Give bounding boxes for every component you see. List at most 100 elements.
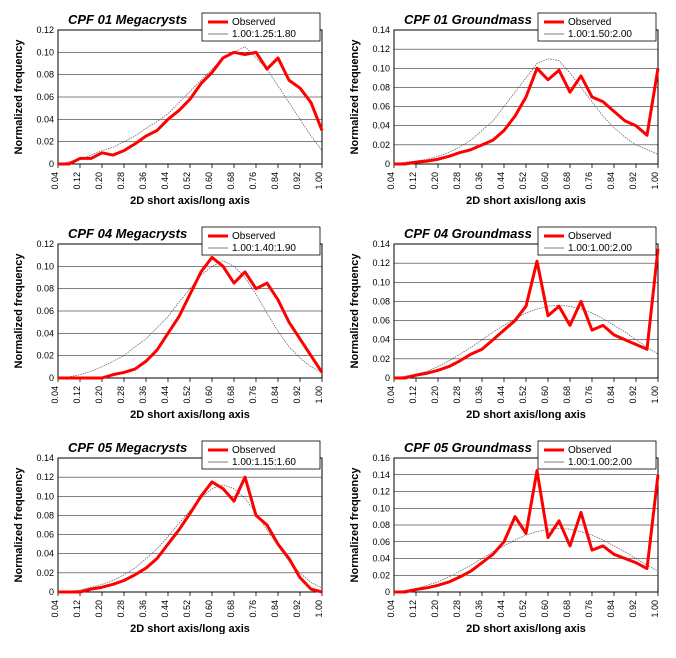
y-tick-label: 0.12 <box>36 25 54 35</box>
x-tick-label: 0.60 <box>204 386 214 404</box>
y-tick-label: 0.02 <box>372 354 390 364</box>
x-tick-label: 0.60 <box>204 172 214 190</box>
y-tick-label: 0.08 <box>372 82 390 92</box>
legend-model-label: 1.00:1.15:1.60 <box>232 457 296 468</box>
x-tick-label: 0.36 <box>474 600 484 618</box>
x-tick-label: 0.28 <box>116 386 126 404</box>
legend-model-label: 1.00:1.25:1.80 <box>232 29 296 40</box>
y-tick-label: 0.14 <box>36 453 54 463</box>
x-tick-label: 0.60 <box>540 172 550 190</box>
x-tick-label: 0.12 <box>72 600 82 618</box>
panel: 00.020.040.060.080.100.120.140.040.120.2… <box>346 10 666 206</box>
x-tick-label: 0.28 <box>452 386 462 404</box>
x-axis-label: 2D short axis/long axis <box>466 409 586 420</box>
x-tick-label: 0.04 <box>50 386 60 404</box>
x-tick-label: 0.84 <box>270 600 280 618</box>
y-tick-label: 0 <box>385 159 390 169</box>
model-line <box>58 261 322 378</box>
y-axis-label: Normalized frequency <box>13 253 25 369</box>
x-tick-label: 0.76 <box>248 172 258 190</box>
chart-panel: 00.020.040.060.080.100.120.140.160.040.1… <box>346 438 666 634</box>
x-tick-label: 0.04 <box>50 172 60 190</box>
x-axis-label: 2D short axis/long axis <box>130 195 250 206</box>
x-tick-label: 0.36 <box>474 172 484 190</box>
chart-grid: 0 0.02 0.04 0.06 0.08 0.10 0.12 0.04 0.12 0.20 0.2… <box>10 10 666 634</box>
y-tick-label: 0.02 <box>36 351 54 361</box>
y-tick-label: 0.02 <box>36 137 54 147</box>
x-tick-label: 0.52 <box>182 172 192 190</box>
y-tick-label: 0.12 <box>372 44 390 54</box>
observed-line <box>394 68 658 164</box>
observed-line <box>58 52 322 164</box>
x-tick-label: 0.68 <box>226 600 236 618</box>
legend-observed-label: Observed <box>568 17 611 28</box>
observed-line <box>394 471 658 592</box>
y-tick-label: 0.10 <box>36 47 54 57</box>
x-tick-label: 1.00 <box>314 600 324 618</box>
y-tick-label: 0.06 <box>372 102 390 112</box>
x-tick-label: 0.60 <box>204 600 214 618</box>
panel: 00.020.040.060.080.100.120.140.160.040.1… <box>346 438 666 634</box>
x-tick-label: 0.44 <box>496 386 506 404</box>
x-tick-label: 0.36 <box>138 386 148 404</box>
y-tick-label: 0.04 <box>372 554 390 564</box>
y-axis-label: Normalized frequency <box>349 253 361 369</box>
x-tick-label: 0.68 <box>226 172 236 190</box>
x-tick-label: 0.20 <box>430 386 440 404</box>
y-tick-label: 0.08 <box>36 70 54 80</box>
y-tick-label: 0 <box>49 587 54 597</box>
x-tick-label: 1.00 <box>314 386 324 404</box>
y-tick-label: 0.02 <box>372 140 390 150</box>
legend-model-label: 1.00:1.00:2.00 <box>568 243 632 254</box>
y-tick-label: 0.06 <box>372 537 390 547</box>
x-tick-label: 0.84 <box>606 600 616 618</box>
panel: 00.020.040.060.080.100.120.140.040.120.2… <box>10 438 330 634</box>
x-tick-label: 0.84 <box>270 386 280 404</box>
x-tick-label: 0.20 <box>94 172 104 190</box>
legend-observed-label: Observed <box>232 445 275 456</box>
model-line <box>394 305 658 378</box>
x-tick-label: 0.76 <box>584 600 594 618</box>
model-line <box>58 485 322 592</box>
legend-model-label: 1.00:1.50:2.00 <box>568 29 632 40</box>
x-tick-label: 0.12 <box>408 172 418 190</box>
chart-panel: 00.020.040.060.080.100.120.140.040.120.2… <box>346 224 666 420</box>
panel-title: CPF 04 Groundmass <box>404 226 532 241</box>
x-axis-label: 2D short axis/long axis <box>466 195 586 206</box>
chart-panel: 00.020.040.060.080.100.120.140.040.120.2… <box>10 438 330 634</box>
panel-title: CPF 04 Megacrysts <box>68 226 187 241</box>
x-tick-label: 0.28 <box>452 172 462 190</box>
y-tick-label: 0.10 <box>36 261 54 271</box>
panel-title: CPF 01 Megacrysts <box>68 12 187 27</box>
x-tick-label: 1.00 <box>314 172 324 190</box>
x-tick-label: 0.12 <box>72 386 82 404</box>
y-tick-label: 0.04 <box>36 328 54 338</box>
chart-panel: 00.020.040.060.080.100.120.040.120.200.2… <box>10 10 330 206</box>
x-tick-label: 0.76 <box>584 172 594 190</box>
legend-model-label: 1.00:1.40:1.90 <box>232 243 296 254</box>
x-tick-label: 0.92 <box>628 600 638 618</box>
x-axis-label: 2D short axis/long axis <box>130 409 250 420</box>
y-tick-label: 0.06 <box>36 530 54 540</box>
y-tick-label: 0.16 <box>372 453 390 463</box>
y-axis-label: Normalized frequency <box>13 467 25 583</box>
panel-title: CPF 05 Groundmass <box>404 440 532 455</box>
x-tick-label: 0.20 <box>94 386 104 404</box>
y-tick-label: 0.12 <box>36 472 54 482</box>
y-tick-label: 0.04 <box>36 549 54 559</box>
y-tick-label: 0.08 <box>372 520 390 530</box>
panel: 00.020.040.060.080.100.120.040.120.200.2… <box>10 224 330 420</box>
y-tick-label: 0.10 <box>372 503 390 513</box>
x-tick-label: 0.44 <box>496 600 506 618</box>
x-axis-label: 2D short axis/long axis <box>466 623 586 634</box>
x-tick-label: 0.20 <box>430 600 440 618</box>
y-tick-label: 0.06 <box>36 306 54 316</box>
x-tick-label: 0.92 <box>628 386 638 404</box>
x-tick-label: 0.28 <box>116 600 126 618</box>
x-tick-label: 0.84 <box>606 172 616 190</box>
y-axis-label: Normalized frequency <box>349 39 361 155</box>
x-tick-label: 0.12 <box>72 172 82 190</box>
x-tick-label: 0.28 <box>116 172 126 190</box>
x-tick-label: 0.12 <box>408 600 418 618</box>
y-tick-label: 0.08 <box>372 296 390 306</box>
